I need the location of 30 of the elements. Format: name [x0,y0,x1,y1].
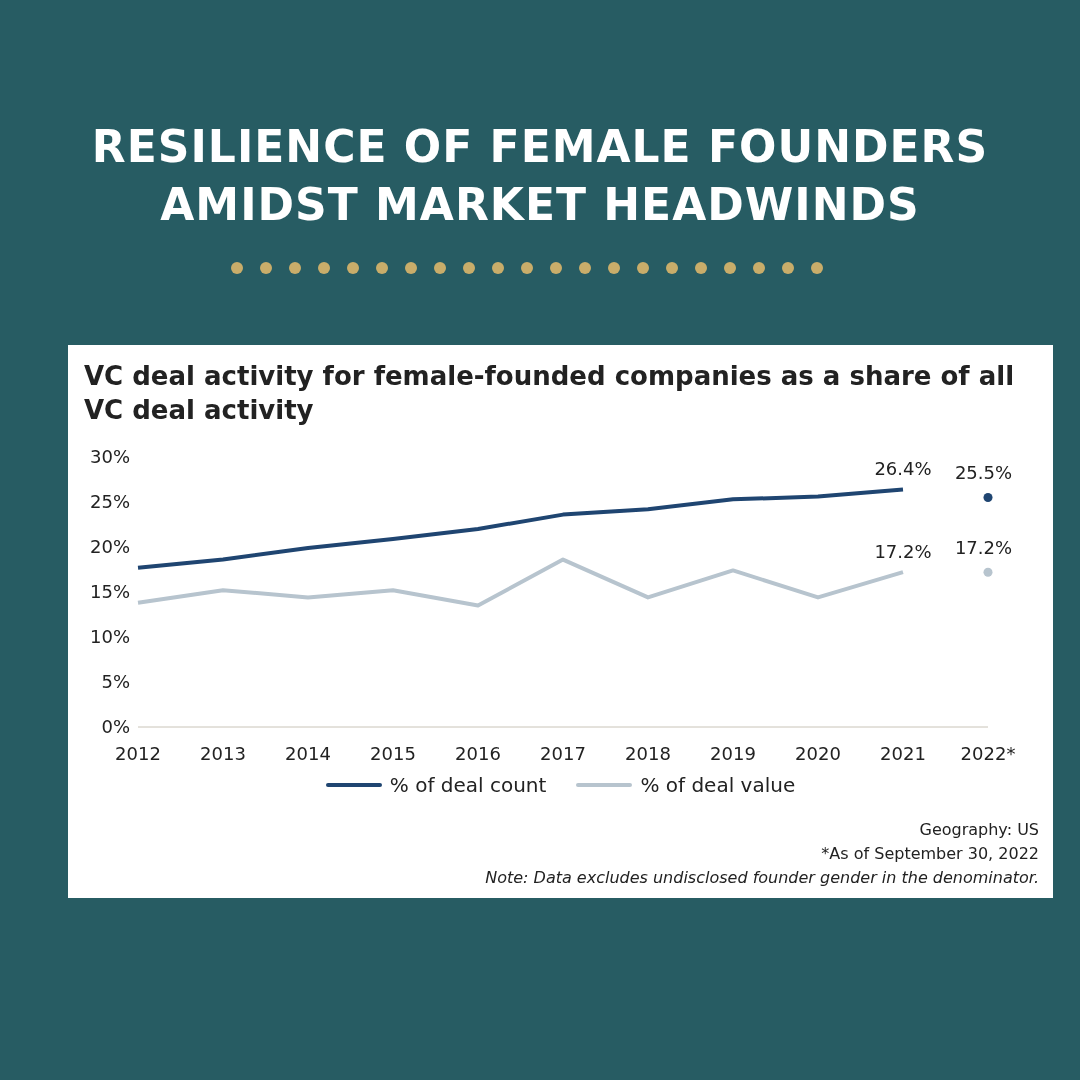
x-tick-label: 2014 [285,742,331,764]
data-label: 25.5% [954,461,1013,483]
data-label: 17.2% [954,536,1013,558]
x-tick-label: 2017 [540,742,586,764]
x-tick-label: 2020 [795,742,841,764]
x-tick-label: 2022* [960,742,1016,764]
y-tick-label: 5% [101,671,130,693]
y-tick-label: 15% [89,581,130,603]
legend-label: % of deal value [640,773,796,797]
chart-subtitle: VC deal activity for female-founded companies as a share of all VC deal activity [83,360,1016,427]
x-tick-label: 2013 [200,742,246,764]
y-tick-label: 10% [89,626,130,648]
y-tick-label: 25% [89,491,130,513]
x-tick-label: 2015 [370,742,416,764]
y-tick-label: 20% [89,536,130,558]
y-tick-label: 0% [101,716,130,738]
x-tick-label: 2021 [880,742,926,764]
line-series [136,557,905,608]
chart-title: RESILIENCE OF FEMALE FOUNDERS AMIDST MARKET HEADWINDS [90,120,990,232]
x-tick-label: 2018 [625,742,671,764]
data-label: 26.4% [874,458,932,480]
text: Note: Data excludes undisclosed founder gender in the denominator. [485,867,1039,889]
legend-label: % of deal count [389,773,547,797]
x-tick-label: 2012 [115,742,161,764]
text: *As of September 30, 2022 [820,843,1039,865]
text: Geography: US [918,819,1039,841]
x-tick-label: 2016 [455,742,501,764]
x-tick-label: 2019 [710,742,756,764]
data-label: 17.2% [874,541,932,563]
y-tick-label: 30% [89,446,130,468]
